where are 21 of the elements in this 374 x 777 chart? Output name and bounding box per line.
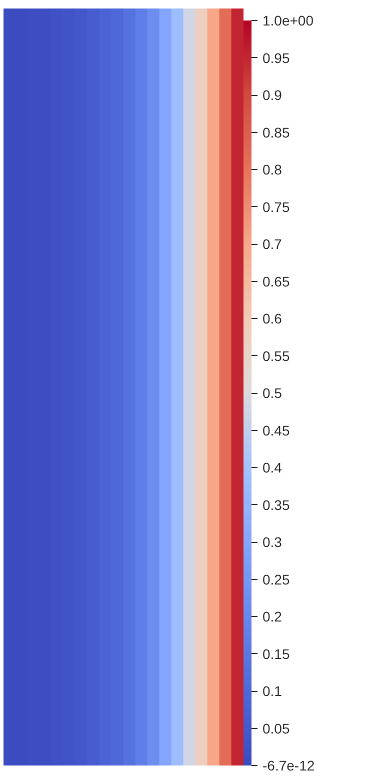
color-bar-label: 0.95 bbox=[262, 50, 290, 66]
color-bar-label: 0.8 bbox=[262, 162, 282, 178]
color-bar-label: 0.3 bbox=[262, 534, 282, 550]
color-bar-label: 0.75 bbox=[262, 198, 290, 215]
color-bar-label: 0.85 bbox=[262, 124, 290, 140]
color-bar-label: 0.35 bbox=[262, 496, 290, 513]
color-bar-label: 0.45 bbox=[262, 422, 290, 438]
color-bar-label: 0.05 bbox=[262, 720, 290, 736]
color-bar-label: 0.7 bbox=[262, 236, 282, 252]
color-bar-label: 0.15 bbox=[262, 646, 290, 662]
color-bar-label: 0.25 bbox=[262, 571, 290, 588]
color-bar-label: 0.9 bbox=[262, 87, 282, 103]
color-bar-label: 0.6 bbox=[262, 310, 282, 326]
color-bar-label: 1.0e+00 bbox=[262, 12, 314, 28]
color-bar-label: 0.65 bbox=[262, 273, 290, 290]
color-bar-label: 0.55 bbox=[262, 348, 290, 364]
color-bar-label: 0.2 bbox=[262, 608, 282, 624]
color-bar-label: 0.1 bbox=[262, 683, 282, 699]
color-bar-label: 0.4 bbox=[262, 460, 282, 476]
color-bar-label: -6.7e-12 bbox=[262, 758, 315, 774]
color-bar-label: 0.5 bbox=[262, 385, 282, 401]
